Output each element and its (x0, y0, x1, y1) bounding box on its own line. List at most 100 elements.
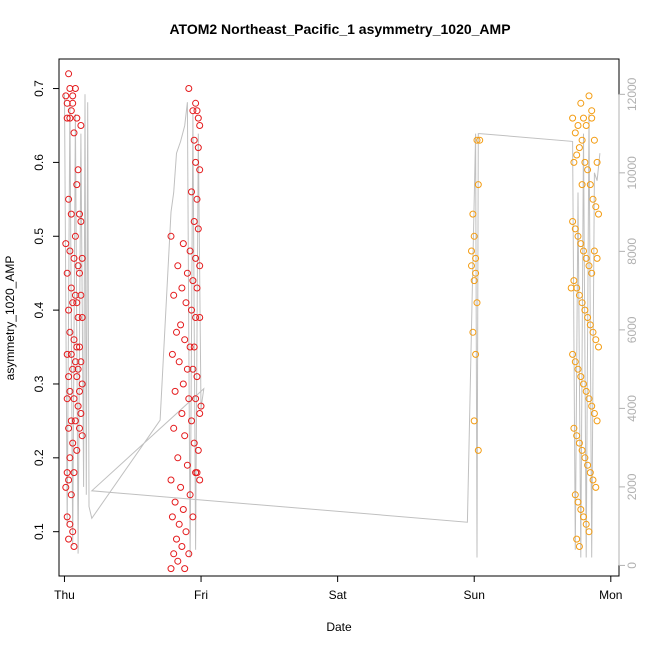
data-point (470, 417, 478, 425)
y-tick-label: 0.7 (32, 80, 46, 97)
data-point (586, 321, 594, 329)
data-point (193, 107, 201, 115)
data-point (181, 565, 189, 573)
data-point (190, 439, 198, 447)
data-point (185, 395, 193, 403)
data-point (574, 122, 582, 129)
data-point (77, 410, 85, 417)
series-line (64, 94, 601, 558)
data-point (77, 122, 85, 129)
data-point (174, 262, 182, 270)
data-point (177, 321, 185, 329)
y-right-tick-label: 0 (625, 562, 639, 569)
data-point (577, 506, 585, 513)
y-right-tick-label: 6000 (625, 316, 639, 343)
data-point (581, 306, 589, 314)
data-point (593, 417, 601, 425)
data-point (192, 314, 200, 321)
data-point (193, 373, 201, 381)
data-point (76, 210, 83, 218)
data-point (179, 240, 187, 248)
data-point (593, 158, 601, 166)
data-point (571, 129, 579, 137)
data-point (582, 122, 590, 129)
data-point (76, 424, 83, 432)
data-point (69, 439, 77, 447)
data-point (70, 254, 78, 262)
data-point (66, 520, 74, 528)
data-point (188, 188, 195, 196)
data-point (70, 543, 78, 550)
y-tick-label: 0.1 (32, 523, 46, 540)
data-point (74, 262, 82, 270)
y-right-tick-label: 12000 (625, 77, 639, 111)
data-point (194, 225, 202, 233)
x-axis-label: Date (326, 620, 352, 634)
data-point (588, 107, 596, 115)
data-point (580, 247, 587, 255)
data-point (573, 432, 581, 440)
x-tick-label: Sun (464, 588, 485, 602)
data-point (570, 424, 578, 432)
data-point (573, 151, 581, 159)
data-point (178, 543, 186, 550)
data-point (70, 469, 78, 477)
data-point (189, 513, 197, 521)
data-point (74, 314, 82, 321)
y-tick-label: 0.6 (32, 154, 46, 171)
data-point (63, 114, 71, 122)
data-point (179, 506, 187, 513)
data-point (74, 402, 82, 410)
data-point (571, 491, 579, 499)
data-point (468, 247, 475, 255)
data-point (193, 469, 201, 477)
y-right-tick-label: 8000 (625, 238, 639, 265)
data-point (73, 299, 81, 307)
data-point (196, 314, 204, 321)
data-point (167, 476, 175, 484)
data-point (473, 136, 481, 144)
data-point (582, 254, 590, 262)
data-point (192, 99, 200, 107)
data-point (173, 328, 180, 336)
data-point (70, 395, 78, 403)
data-point (574, 232, 582, 240)
y-tick-label: 0.2 (32, 449, 46, 466)
data-point (69, 99, 77, 107)
y-axis-right: 0 2000 4000 6000 8000 10000 12000 (618, 77, 639, 569)
data-point (67, 284, 75, 292)
data-point (577, 99, 585, 107)
data-point (585, 395, 593, 403)
data-point (577, 240, 585, 248)
data-point (584, 166, 592, 174)
data-point (66, 328, 74, 336)
y-axis-left: 0.1 0.2 0.3 0.4 0.5 0.6 0.7 (32, 80, 60, 540)
data-point (582, 520, 590, 528)
points-layer (62, 70, 602, 573)
data-point (167, 232, 175, 240)
data-point (74, 365, 82, 373)
data-point (469, 210, 477, 218)
data-point (469, 328, 477, 336)
data-point (580, 380, 587, 388)
data-point (77, 218, 85, 225)
data-point (473, 299, 481, 307)
data-point (178, 410, 186, 417)
chart-title: ATOM2 Northeast_Pacific_1 asymmetry_1020… (169, 21, 510, 37)
data-point (586, 181, 594, 189)
data-point (185, 85, 193, 92)
data-point (73, 446, 81, 454)
data-point (593, 254, 601, 262)
data-point (183, 269, 191, 277)
data-point (65, 306, 73, 314)
data-point (573, 535, 581, 543)
data-point (69, 528, 77, 536)
data-point (70, 336, 78, 344)
data-point (574, 498, 582, 506)
data-point (175, 358, 183, 366)
data-point (66, 454, 74, 462)
data-point (192, 395, 200, 403)
data-point (189, 365, 197, 373)
data-point (590, 136, 598, 144)
data-point (590, 247, 598, 255)
